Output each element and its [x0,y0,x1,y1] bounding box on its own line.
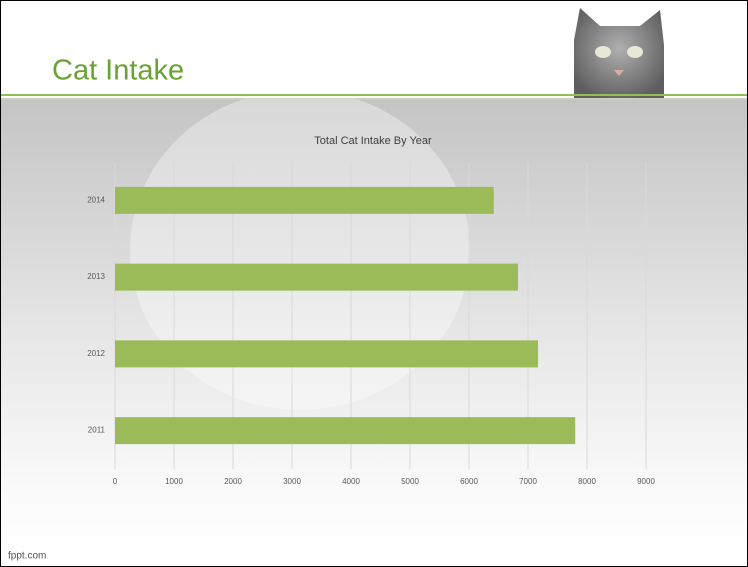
chart-title: Total Cat Intake By Year [314,135,432,147]
y-tick-label: 2013 [87,272,105,281]
x-tick-label: 4000 [342,477,360,486]
bar [115,417,576,445]
slide-title: Cat Intake [52,55,184,87]
x-tick-label: 8000 [578,477,596,486]
footer: fppt.com [8,551,46,562]
y-tick-label: 2014 [87,195,105,204]
bar [115,340,539,368]
x-tick-label: 2000 [224,477,242,486]
bar [115,263,518,291]
y-tick-label: 2011 [88,426,106,435]
x-tick-label: 9000 [637,477,655,486]
bar [115,186,494,214]
x-tick-label: 0 [113,477,118,486]
y-tick-label: 2012 [87,349,105,358]
cat-photo [574,8,664,98]
decor [130,90,470,410]
chart-background [0,98,748,567]
x-tick-label: 3000 [283,477,301,486]
x-tick-label: 7000 [519,477,537,486]
x-tick-label: 1000 [165,477,183,486]
x-tick-label: 6000 [460,477,478,486]
x-tick-label: 5000 [401,477,419,486]
